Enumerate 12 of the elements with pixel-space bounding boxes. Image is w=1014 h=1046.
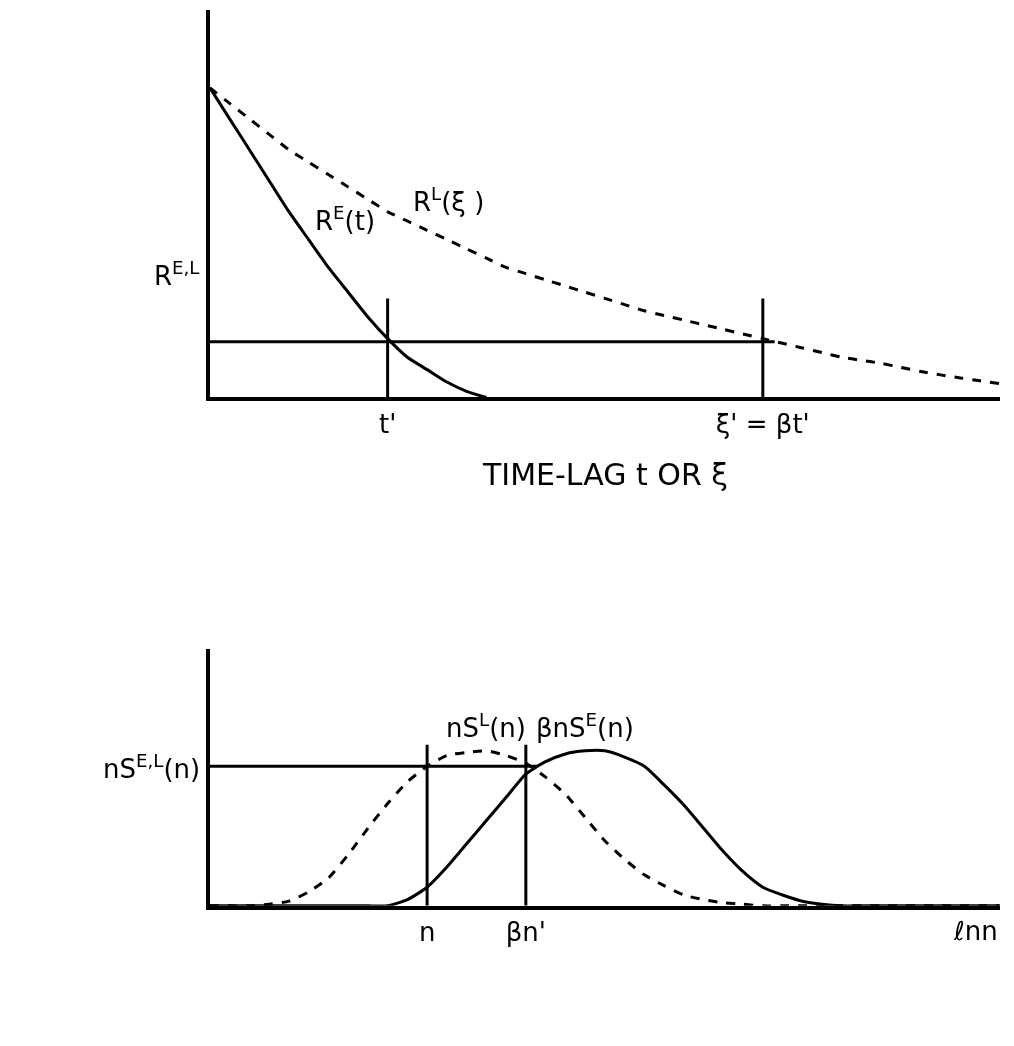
series-label: R$^{E}$(t) <box>315 202 376 236</box>
x-tick-label: ξ' = βt' <box>715 408 810 439</box>
x-tick-label: t' <box>378 408 397 439</box>
x-tick-label: n <box>418 917 436 948</box>
y-axis-title: R$^{E,L}$ <box>154 257 201 291</box>
x-axis-title: ℓnn <box>953 916 998 946</box>
x-tick-label: βn' <box>505 917 546 948</box>
series-label: R$^{L}$(ξ ) <box>413 183 485 217</box>
x-axis-title: TIME-LAG t OR ξ <box>482 457 729 492</box>
y-axis-title: nS$^{E,L}$(n) <box>103 750 201 784</box>
series-label: nS$^{L}$(n) <box>446 709 526 743</box>
series-label: βnS$^{E}$(n) <box>536 709 634 743</box>
